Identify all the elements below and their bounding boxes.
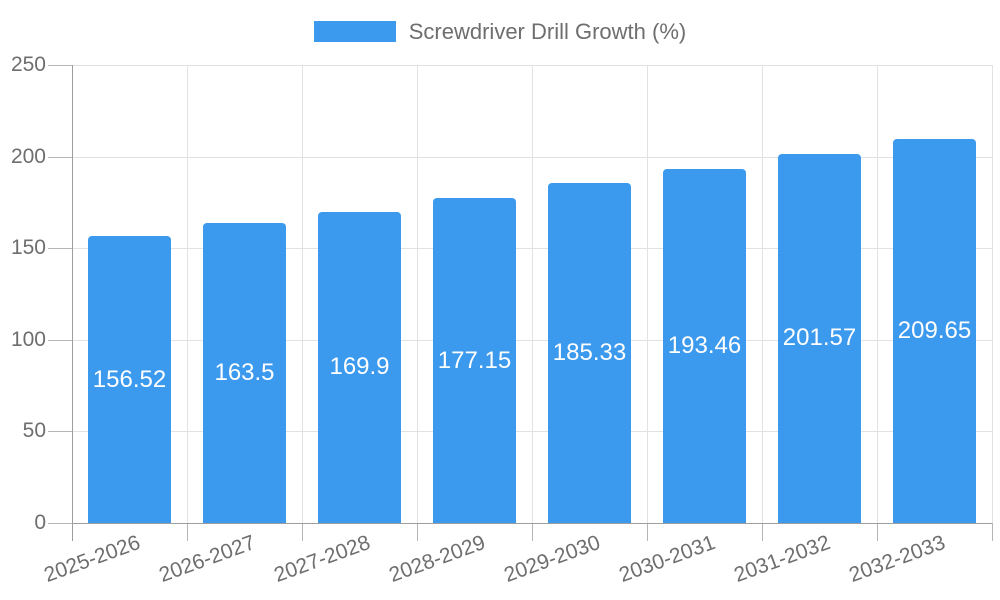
y-axis-tick: [48, 431, 72, 433]
y-axis-label: 250: [10, 53, 46, 76]
gridline-vertical: [302, 65, 303, 523]
x-axis-tick: [647, 523, 648, 541]
x-axis-tick: [302, 523, 303, 541]
bar-value-label: 163.5: [214, 359, 275, 387]
y-axis-tick: [48, 156, 72, 158]
y-axis-label: 0: [34, 511, 46, 534]
bar-2026-2027[interactable]: [203, 223, 286, 523]
bar-2027-2028[interactable]: [318, 211, 401, 523]
y-axis-tick: [48, 523, 72, 524]
x-axis-label-text: 2025-2026: [41, 531, 144, 587]
x-axis-label-text: 2026-2027: [156, 531, 259, 587]
gridline-vertical: [877, 65, 878, 523]
x-axis-tick: [992, 523, 993, 541]
y-axis-label: 50: [22, 419, 46, 443]
bar-value-label: 169.9: [329, 353, 390, 381]
bar-2029-2030[interactable]: [548, 183, 631, 523]
bar-value-label: 185.33: [552, 339, 627, 367]
y-axis-tick: [48, 248, 72, 250]
gridline-vertical: [647, 65, 648, 523]
y-axis-line: [72, 65, 73, 541]
y-axis-label: 100: [10, 327, 46, 351]
gridline-vertical: [187, 65, 188, 523]
x-axis-label-text: 2029-2030: [501, 531, 604, 587]
bar-2025-2026[interactable]: [88, 236, 171, 523]
x-axis-label-text: 2031-2032: [731, 531, 834, 587]
gridline-vertical: [992, 65, 993, 523]
bar-2032-2033[interactable]: [893, 138, 976, 523]
x-axis-label-text: 2032-2033: [846, 531, 949, 587]
gridline-vertical: [417, 65, 418, 523]
bar-value-label: 209.65: [897, 316, 972, 344]
plot-area: 0 50 100 150 200 250 156.52 2025-2026 163.5 2026-…: [11, 53, 993, 587]
x-axis-tick: [532, 523, 533, 541]
y-axis-label: 150: [10, 236, 46, 260]
bar-value-label: 201.57: [782, 324, 857, 352]
legend-label[interactable]: Screwdriver Drill Growth (%): [408, 19, 687, 44]
y-axis-tick: [48, 65, 72, 66]
bar-value-label: 177.15: [437, 346, 512, 374]
x-axis-tick: [187, 523, 188, 541]
bar-value-label: 156.52: [92, 365, 167, 393]
y-axis-label: 200: [10, 144, 46, 168]
gridline-vertical: [762, 65, 763, 523]
bar-2030-2031[interactable]: [663, 168, 746, 523]
bar-2031-2032[interactable]: [778, 153, 861, 523]
legend-swatch[interactable]: [313, 21, 396, 42]
bar-2028-2029[interactable]: [433, 198, 516, 523]
legend: Screwdriver Drill Growth (%): [0, 20, 1000, 43]
x-axis-line: [72, 523, 992, 524]
gridline-vertical: [532, 65, 533, 523]
x-axis-label-text: 2027-2028: [271, 531, 374, 587]
x-axis-tick: [417, 523, 418, 541]
x-axis-tick: [877, 523, 878, 541]
x-axis-label-text: 2030-2031: [616, 531, 719, 587]
y-axis-tick: [48, 339, 72, 341]
bar-value-label: 193.46: [667, 331, 742, 359]
x-axis-label-text: 2028-2029: [386, 531, 489, 587]
x-axis-tick: [762, 523, 763, 541]
